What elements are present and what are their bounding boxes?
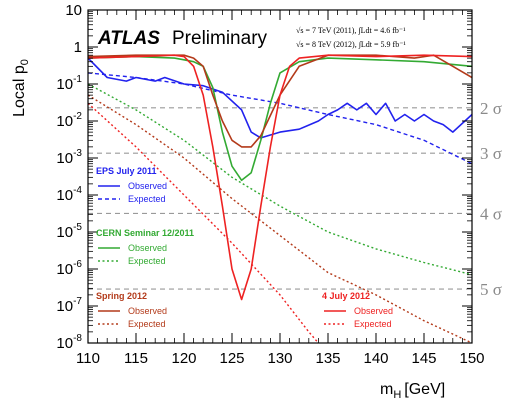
- legend-expected-label: Expected: [354, 319, 392, 329]
- sigma-label-4: 4 σ: [480, 204, 502, 223]
- y-tick-label: 10: [65, 2, 82, 19]
- y-tick-label: 10-7: [56, 296, 82, 315]
- x-axis-label-main: m: [380, 381, 393, 398]
- legend-group-title: CERN Seminar 12/2011: [96, 228, 194, 238]
- x-tick-label: 140: [363, 350, 388, 367]
- legend-expected-label: Expected: [128, 256, 166, 266]
- series-1-expected: [88, 83, 472, 276]
- y-tick-label: 1: [74, 39, 82, 56]
- x-tick-label: 125: [219, 350, 244, 367]
- sigma-label-2: 2 σ: [480, 99, 502, 118]
- y-tick-label: 10-4: [56, 185, 82, 204]
- y-tick-label: 10-6: [56, 259, 82, 278]
- legend-observed-label: Observed: [354, 306, 393, 316]
- experiment-label: ATLAS: [97, 28, 160, 49]
- series-3-expected: [88, 102, 320, 343]
- sigma-lines: 2 σ 3 σ 4 σ 5 σ: [88, 99, 502, 299]
- series-2-observed: [88, 54, 472, 148]
- lumi-2012: √s = 8 TeV (2012), ∫Ldt = 5.9 fb⁻¹: [296, 40, 406, 49]
- series-layer: [88, 54, 472, 343]
- series-3-observed: [88, 54, 472, 301]
- y-axis-label: Local p0: [11, 59, 31, 117]
- legend-group-title: Spring 2012: [96, 291, 147, 301]
- status-label: Preliminary: [172, 28, 268, 49]
- legend-expected-label: Expected: [128, 319, 166, 329]
- axis-ticks: [87, 9, 473, 344]
- x-axis-label-unit: [GeV]: [404, 381, 445, 398]
- legend-observed-label: Observed: [128, 181, 167, 191]
- y-axis-label-main: Local p: [11, 65, 28, 117]
- series-0-expected: [88, 72, 472, 165]
- legend: EPS July 2011 Observed Expected CERN Semina…: [96, 166, 393, 329]
- x-tick-label: 135: [315, 350, 340, 367]
- lumi-2011: √s = 7 TeV (2011), ∫Ldt = 4.6 fb⁻¹: [296, 26, 406, 35]
- sigma-label-3: 3 σ: [480, 144, 502, 163]
- x-tick-label: 150: [459, 350, 484, 367]
- x-axis-label: mH [GeV]: [380, 381, 445, 401]
- y-tick-label: 10-1: [56, 74, 82, 93]
- sigma-label-5: 5 σ: [480, 280, 502, 299]
- x-axis-label-sub: H: [393, 389, 401, 401]
- x-tick-label: 130: [267, 350, 292, 367]
- y-tick-label: 10-3: [56, 148, 82, 167]
- legend-expected-label: Expected: [128, 194, 166, 204]
- series-2-expected: [88, 94, 472, 343]
- x-tick-label: 145: [411, 350, 436, 367]
- x-tick-label: 115: [124, 350, 148, 367]
- x-tick-label: 110: [76, 350, 100, 367]
- y-tick-label: 10-2: [56, 111, 82, 130]
- series-1-observed: [88, 55, 472, 182]
- legend-group-title: EPS July 2011: [96, 166, 157, 176]
- y-tick-label: 10-5: [56, 222, 82, 241]
- series-0-observed: [88, 57, 472, 139]
- legend-observed-label: Observed: [128, 243, 167, 253]
- x-tick-label: 120: [171, 350, 196, 367]
- legend-observed-label: Observed: [128, 306, 167, 316]
- legend-group-title: 4 July 2012: [322, 291, 370, 301]
- axis-labels: 110 115 120 125 130 135 140 145 150 10 1 10-1 10-2 10…: [56, 2, 484, 367]
- y-tick-label: 10-8: [56, 333, 82, 352]
- y-axis-label-sub: 0: [19, 59, 31, 65]
